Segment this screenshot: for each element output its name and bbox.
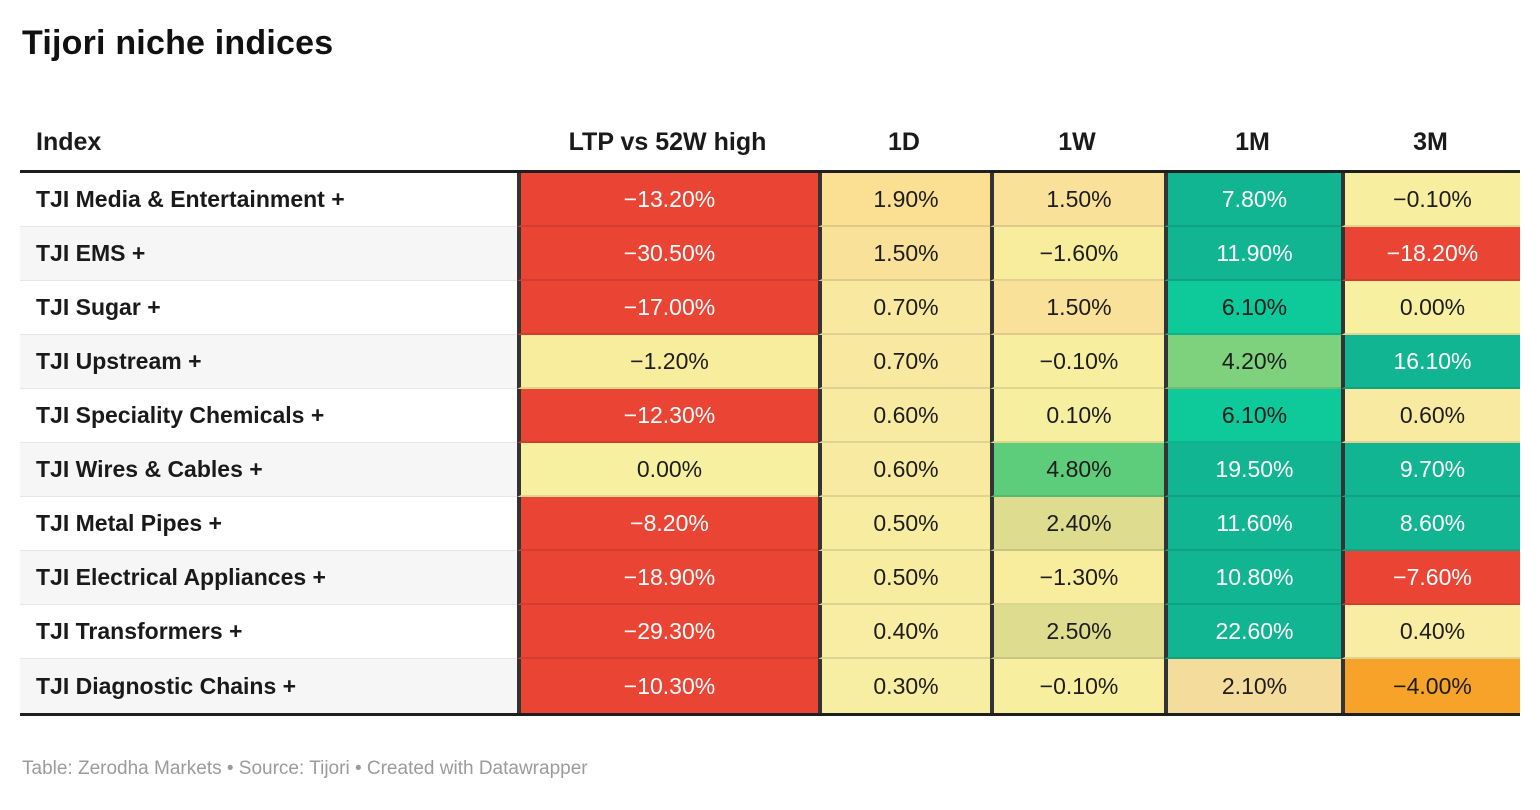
- table-row: TJI Metal Pipes + −8.20% 0.50% 2.40% 11.60% 8…: [20, 497, 1520, 551]
- table-row: TJI Upstream + −1.20% 0.70% −0.10% 4.20% 16.1…: [20, 335, 1520, 389]
- value-cell: 10.80%: [1164, 551, 1341, 605]
- value-cell: −1.30%: [990, 551, 1164, 605]
- table-row: TJI EMS + −30.50% 1.50% −1.60% 11.90% −18.20%: [20, 227, 1520, 281]
- value-cell: 11.60%: [1164, 497, 1341, 551]
- value-cell: 2.40%: [990, 497, 1164, 551]
- value-cell: −13.20%: [517, 173, 818, 227]
- value-cell: 0.30%: [818, 659, 990, 713]
- index-name-cell[interactable]: TJI Media & Entertainment +: [20, 173, 517, 227]
- indices-table: Index LTP vs 52W high 1D 1W 1M 3M TJI Me…: [20, 115, 1520, 716]
- value-cell: 0.00%: [1341, 281, 1520, 335]
- value-cell: −1.20%: [517, 335, 818, 389]
- value-cell: 1.50%: [990, 281, 1164, 335]
- value-cell: 0.40%: [1341, 605, 1520, 659]
- value-cell: −0.10%: [1341, 173, 1520, 227]
- column-header-1m: 1M: [1235, 128, 1270, 156]
- value-cell: 0.50%: [818, 497, 990, 551]
- table-row: TJI Diagnostic Chains + −10.30% 0.30% −0.10…: [20, 659, 1520, 713]
- value-cell: 0.10%: [990, 389, 1164, 443]
- value-cell: −0.10%: [990, 659, 1164, 713]
- value-cell: −29.30%: [517, 605, 818, 659]
- index-name-cell[interactable]: TJI Transformers +: [20, 605, 517, 659]
- table-row: TJI Sugar + −17.00% 0.70% 1.50% 6.10% 0.00%: [20, 281, 1520, 335]
- index-name-cell[interactable]: TJI Sugar +: [20, 281, 517, 335]
- value-cell: 0.40%: [818, 605, 990, 659]
- value-cell: 8.60%: [1341, 497, 1520, 551]
- value-cell: −0.10%: [990, 335, 1164, 389]
- value-cell: 0.70%: [818, 335, 990, 389]
- index-name-cell[interactable]: TJI Speciality Chemicals +: [20, 389, 517, 443]
- value-cell: 4.20%: [1164, 335, 1341, 389]
- value-cell: 2.10%: [1164, 659, 1341, 713]
- index-name-cell[interactable]: TJI Metal Pipes +: [20, 497, 517, 551]
- table-row: TJI Media & Entertainment + −13.20% 1.90% 1…: [20, 173, 1520, 227]
- column-header-3m: 3M: [1413, 128, 1448, 156]
- value-cell: 0.50%: [818, 551, 990, 605]
- value-cell: 0.60%: [818, 443, 990, 497]
- value-cell: 22.60%: [1164, 605, 1341, 659]
- value-cell: −7.60%: [1341, 551, 1520, 605]
- value-cell: 1.90%: [818, 173, 990, 227]
- value-cell: −1.60%: [990, 227, 1164, 281]
- index-name-cell[interactable]: TJI Wires & Cables +: [20, 443, 517, 497]
- attribution-footer: Table: Zerodha Markets • Source: Tijori …: [22, 758, 588, 779]
- index-name-cell[interactable]: TJI Upstream +: [20, 335, 517, 389]
- table-body: TJI Media & Entertainment + −13.20% 1.90% 1…: [20, 173, 1520, 716]
- value-cell: 4.80%: [990, 443, 1164, 497]
- value-cell: 0.60%: [818, 389, 990, 443]
- value-cell: 16.10%: [1341, 335, 1520, 389]
- value-cell: 9.70%: [1341, 443, 1520, 497]
- value-cell: 0.00%: [517, 443, 818, 497]
- page-title: Tijori niche indices: [22, 24, 334, 62]
- value-cell: 11.90%: [1164, 227, 1341, 281]
- column-header-index: Index: [36, 128, 102, 156]
- value-cell: −4.00%: [1341, 659, 1520, 713]
- value-cell: −18.90%: [517, 551, 818, 605]
- value-cell: −18.20%: [1341, 227, 1520, 281]
- value-cell: 2.50%: [990, 605, 1164, 659]
- value-cell: 6.10%: [1164, 389, 1341, 443]
- index-name-cell[interactable]: TJI EMS +: [20, 227, 517, 281]
- index-name-cell[interactable]: TJI Electrical Appliances +: [20, 551, 517, 605]
- table-row: TJI Speciality Chemicals + −12.30% 0.60% 0.…: [20, 389, 1520, 443]
- value-cell: 0.70%: [818, 281, 990, 335]
- value-cell: −10.30%: [517, 659, 818, 713]
- table-row: TJI Wires & Cables +0.00% 0.60% 4.80% 19.50…: [20, 443, 1520, 497]
- value-cell: −8.20%: [517, 497, 818, 551]
- value-cell: 19.50%: [1164, 443, 1341, 497]
- value-cell: 6.10%: [1164, 281, 1341, 335]
- column-header-1d: 1D: [888, 128, 920, 156]
- value-cell: −30.50%: [517, 227, 818, 281]
- value-cell: −17.00%: [517, 281, 818, 335]
- value-cell: 1.50%: [990, 173, 1164, 227]
- value-cell: 1.50%: [818, 227, 990, 281]
- index-name-cell[interactable]: TJI Diagnostic Chains +: [20, 659, 517, 713]
- value-cell: 7.80%: [1164, 173, 1341, 227]
- table-header-row: Index LTP vs 52W high 1D 1W 1M 3M: [20, 115, 1520, 173]
- column-header-ltp-52w: LTP vs 52W high: [568, 128, 767, 156]
- table-row: TJI Transformers + −29.30% 0.40% 2.50% 22.60…: [20, 605, 1520, 659]
- value-cell: −12.30%: [517, 389, 818, 443]
- column-header-1w: 1W: [1058, 128, 1096, 156]
- table-row: TJI Electrical Appliances + −18.90% 0.50% −…: [20, 551, 1520, 605]
- value-cell: 0.60%: [1341, 389, 1520, 443]
